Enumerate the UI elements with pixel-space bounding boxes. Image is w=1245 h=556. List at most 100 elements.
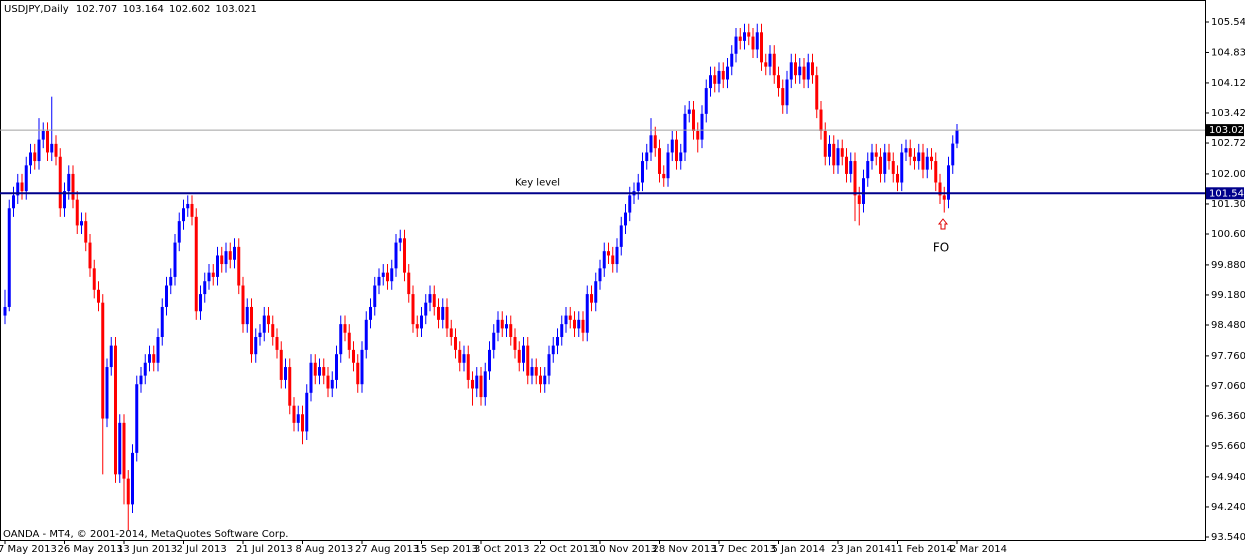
candle-body xyxy=(75,199,79,226)
candle-body xyxy=(415,324,419,329)
candle-body xyxy=(704,88,708,114)
y-tick-label: 97.060 xyxy=(1211,381,1245,392)
candle-body xyxy=(126,478,130,505)
x-tick-label: 13 Jun 2013 xyxy=(117,544,177,555)
candle-body xyxy=(233,246,236,260)
candle-body xyxy=(870,152,874,162)
candle-body xyxy=(925,156,929,170)
candle-body xyxy=(88,242,92,269)
candle-body xyxy=(624,212,627,226)
y-tick-label: 98.480 xyxy=(1211,320,1245,331)
candle-body xyxy=(662,173,666,179)
candle-body xyxy=(203,281,207,295)
candle-body xyxy=(628,195,632,213)
candle-body xyxy=(131,452,134,505)
candle-body xyxy=(199,294,202,312)
candle-body xyxy=(951,143,955,166)
candle-body xyxy=(653,135,657,149)
key-level-label: Key level xyxy=(515,177,560,188)
candle-body xyxy=(913,156,916,162)
candle-body xyxy=(3,306,7,316)
x-tick-label: 21 Jul 2013 xyxy=(236,544,293,555)
candle-body xyxy=(666,152,670,179)
price-tag-value: 103.021 xyxy=(1209,125,1245,136)
candle-body xyxy=(564,315,568,325)
y-tick-label: 93.540 xyxy=(1211,532,1245,543)
x-tick-label: 8 Aug 2013 xyxy=(296,544,354,555)
candle-body xyxy=(730,53,734,67)
candle-body xyxy=(216,255,219,277)
candle-body xyxy=(505,324,508,329)
candle-body xyxy=(432,294,436,307)
candle-body xyxy=(602,251,606,269)
candle-body xyxy=(262,315,266,333)
candle-body xyxy=(930,156,933,162)
candle-body xyxy=(874,152,878,157)
candle-body xyxy=(292,405,296,423)
candle-body xyxy=(160,306,164,338)
candle-body xyxy=(832,143,836,166)
candle-body xyxy=(148,354,151,363)
candle-body xyxy=(806,62,810,80)
candle-body xyxy=(819,109,823,132)
candle-body xyxy=(921,152,925,170)
candle-body xyxy=(250,306,253,355)
candle-body xyxy=(305,392,309,432)
candle-body xyxy=(373,285,377,307)
x-tick-label: 26 May 2013 xyxy=(58,544,123,555)
candle-body xyxy=(301,414,304,432)
key-level-value: 101.549 xyxy=(1209,188,1245,199)
candle-body xyxy=(386,272,389,282)
candle-body xyxy=(777,75,780,89)
candle-body xyxy=(611,255,615,265)
candle-body xyxy=(241,285,245,325)
candle-body xyxy=(279,349,283,380)
candle-body xyxy=(228,251,232,260)
y-tick-label: 105.540 xyxy=(1211,17,1245,28)
candle-body xyxy=(58,156,62,209)
x-tick-label: 2 Jul 2013 xyxy=(177,544,227,555)
candle-body xyxy=(339,324,343,355)
candle-body xyxy=(284,367,287,380)
candle-body xyxy=(896,173,899,183)
candle-body xyxy=(37,139,41,162)
candle-body xyxy=(543,375,547,385)
candle-body xyxy=(785,79,789,106)
y-tick-label: 97.760 xyxy=(1211,351,1245,362)
copyright: OANDA - MT4, © 2001-2014, MetaQuotes Sof… xyxy=(3,529,288,540)
candle-body xyxy=(398,238,402,243)
candle-body xyxy=(220,255,224,265)
candle-body xyxy=(883,152,887,174)
candle-body xyxy=(356,362,360,385)
plot-frame xyxy=(0,0,1206,541)
candle-body xyxy=(679,152,683,162)
candle-body xyxy=(237,246,241,286)
candle-body xyxy=(322,367,326,376)
candle-body xyxy=(33,152,37,162)
candle-body xyxy=(568,315,572,320)
y-tick-label: 103.420 xyxy=(1211,108,1245,119)
candle-body xyxy=(828,143,831,157)
candle-body xyxy=(475,375,479,389)
candle-body xyxy=(309,362,313,393)
candle-body xyxy=(143,362,147,376)
candle-body xyxy=(394,242,398,269)
candle-body xyxy=(288,367,292,406)
candle-body xyxy=(547,354,551,376)
candle-body xyxy=(857,195,861,204)
candle-body xyxy=(165,285,168,307)
candle-body xyxy=(173,242,177,277)
candle-body xyxy=(139,375,143,385)
candle-body xyxy=(407,272,411,295)
x-tick-label: 7 May 2013 xyxy=(0,544,57,555)
candle-body xyxy=(97,289,100,303)
candle-body xyxy=(687,109,691,114)
last-close: 103.021 xyxy=(216,4,257,15)
candle-body xyxy=(743,32,746,41)
candle-body xyxy=(577,319,581,329)
candle-body xyxy=(887,152,891,162)
candle-body xyxy=(411,294,415,325)
candle-body xyxy=(942,195,946,200)
candle-body xyxy=(492,332,496,350)
candle-body xyxy=(815,75,819,110)
